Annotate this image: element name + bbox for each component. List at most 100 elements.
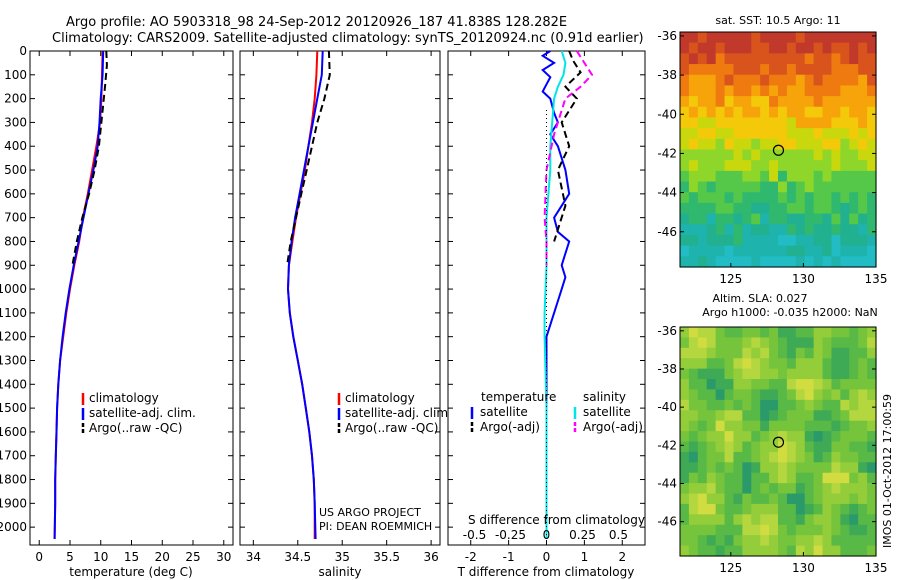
map-cell [751, 462, 761, 474]
map-cell [688, 149, 699, 161]
map-cell [804, 462, 815, 474]
map-cell [813, 96, 824, 108]
map-cell [760, 441, 770, 453]
map-cell [858, 192, 868, 204]
map-cell [688, 42, 699, 54]
map-y-tick-label: -36 [657, 324, 677, 338]
map-cell [867, 32, 877, 44]
map-cell [697, 170, 708, 183]
map-cell [867, 64, 877, 76]
map-cell [769, 192, 779, 204]
map-cell [831, 224, 841, 236]
map-cell [867, 96, 877, 108]
map-cell [778, 224, 788, 236]
map-cell [804, 234, 815, 247]
x-tick-label: 34 [246, 550, 261, 564]
x-tick-label: 35.5 [373, 550, 400, 564]
map-cell [778, 74, 788, 87]
map-cell [795, 420, 806, 432]
map-cell [760, 327, 770, 339]
map-cell [715, 42, 726, 54]
map-cell [849, 224, 859, 236]
map-cell [680, 170, 690, 183]
map-cell [760, 160, 770, 172]
map-cell [795, 337, 806, 349]
map-cell [813, 74, 824, 87]
map-cell [733, 160, 743, 172]
map-cell [822, 379, 833, 391]
map-cell [751, 514, 761, 526]
map-cell [680, 368, 690, 380]
map-cell [706, 410, 717, 422]
map-cell [778, 32, 788, 44]
map-cell [688, 379, 699, 391]
map-cell [715, 545, 726, 557]
map-cell [778, 545, 788, 557]
map-cell [822, 472, 833, 484]
map-cell [688, 503, 699, 515]
map-cell [831, 514, 841, 526]
map-cell [760, 358, 770, 370]
map-cell [760, 106, 770, 119]
map-cell [778, 327, 788, 339]
map-cell [688, 399, 699, 411]
x-tick-label: 10 [93, 550, 108, 564]
series-line-salinity-satellite [543, 50, 567, 539]
map-cell [715, 256, 726, 268]
map-cell [742, 337, 752, 349]
map-cell [733, 106, 743, 119]
map-cell [822, 138, 833, 151]
map-cell [795, 138, 806, 151]
map-cell [867, 170, 877, 183]
map-cell [742, 462, 752, 474]
map-cell [858, 213, 868, 225]
map-cell [688, 128, 699, 140]
legend-label: satellite [583, 405, 631, 419]
map-cell [706, 379, 717, 391]
map-cell [822, 462, 833, 474]
map-cell [778, 42, 788, 54]
map-cell [724, 431, 735, 443]
map-cell [822, 234, 833, 247]
legend-label: satellite-adj. clim. [89, 406, 196, 420]
map-cell [697, 149, 708, 161]
map-cell [813, 106, 824, 119]
map-cell [822, 451, 833, 463]
map-cell [778, 192, 788, 204]
map-cell [849, 451, 859, 463]
map-cell [840, 472, 850, 484]
map-cell [840, 483, 850, 495]
series-line-satellite-adj-clim- [286, 50, 324, 540]
map-cell [840, 389, 850, 401]
map-cell [840, 106, 850, 119]
map-cell [778, 420, 788, 432]
map-cell [724, 514, 735, 526]
map-cell [795, 441, 806, 453]
map-cell [858, 53, 868, 65]
map-cell [867, 160, 877, 172]
map-cell [733, 389, 743, 401]
map-cell [715, 358, 726, 370]
map-cell [751, 202, 761, 215]
map-cell [724, 337, 735, 349]
map-cell [795, 524, 806, 536]
map-cell [742, 202, 752, 215]
map-cell [733, 368, 743, 380]
y-tick-label: 100 [4, 68, 27, 82]
map-cell [751, 138, 761, 151]
map-cell [697, 503, 708, 515]
map-cell [778, 128, 788, 140]
map-cell [751, 327, 761, 339]
map-cell [804, 399, 815, 411]
map-cell [680, 483, 690, 495]
map-cell [795, 160, 806, 172]
map-cell [733, 535, 743, 547]
map-cell [769, 503, 779, 515]
map-cell [680, 503, 690, 515]
map-cell [795, 545, 806, 557]
map-cell [724, 410, 735, 422]
map-cell [804, 420, 815, 432]
map-cell [742, 181, 752, 193]
map-cell [831, 462, 841, 474]
map-cell [715, 399, 726, 411]
